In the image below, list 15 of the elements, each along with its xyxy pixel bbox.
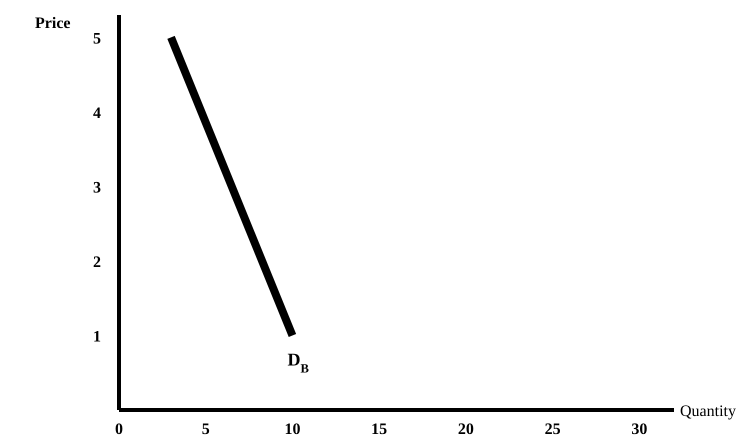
x-tick-label: 15: [371, 421, 388, 438]
y-tick-label: 1: [93, 328, 101, 346]
x-tick-label: 20: [458, 421, 474, 438]
y-tick-label: 2: [93, 254, 101, 271]
y-axis-title: Price: [35, 15, 71, 32]
y-tick-label: 3: [93, 179, 101, 196]
x-tick-label: 0: [115, 421, 123, 438]
y-tick-label: 5: [93, 30, 101, 48]
x-tick-label: 30: [631, 421, 648, 438]
annotation: D$_{B}$: [287, 349, 310, 376]
x-tick-label: 25: [544, 421, 561, 438]
x-tick-label: 10: [284, 421, 300, 438]
x-tick-label: 5: [202, 421, 210, 438]
y-tick-label: 4: [93, 104, 101, 122]
x-axis-title: Quantity: [680, 403, 736, 420]
